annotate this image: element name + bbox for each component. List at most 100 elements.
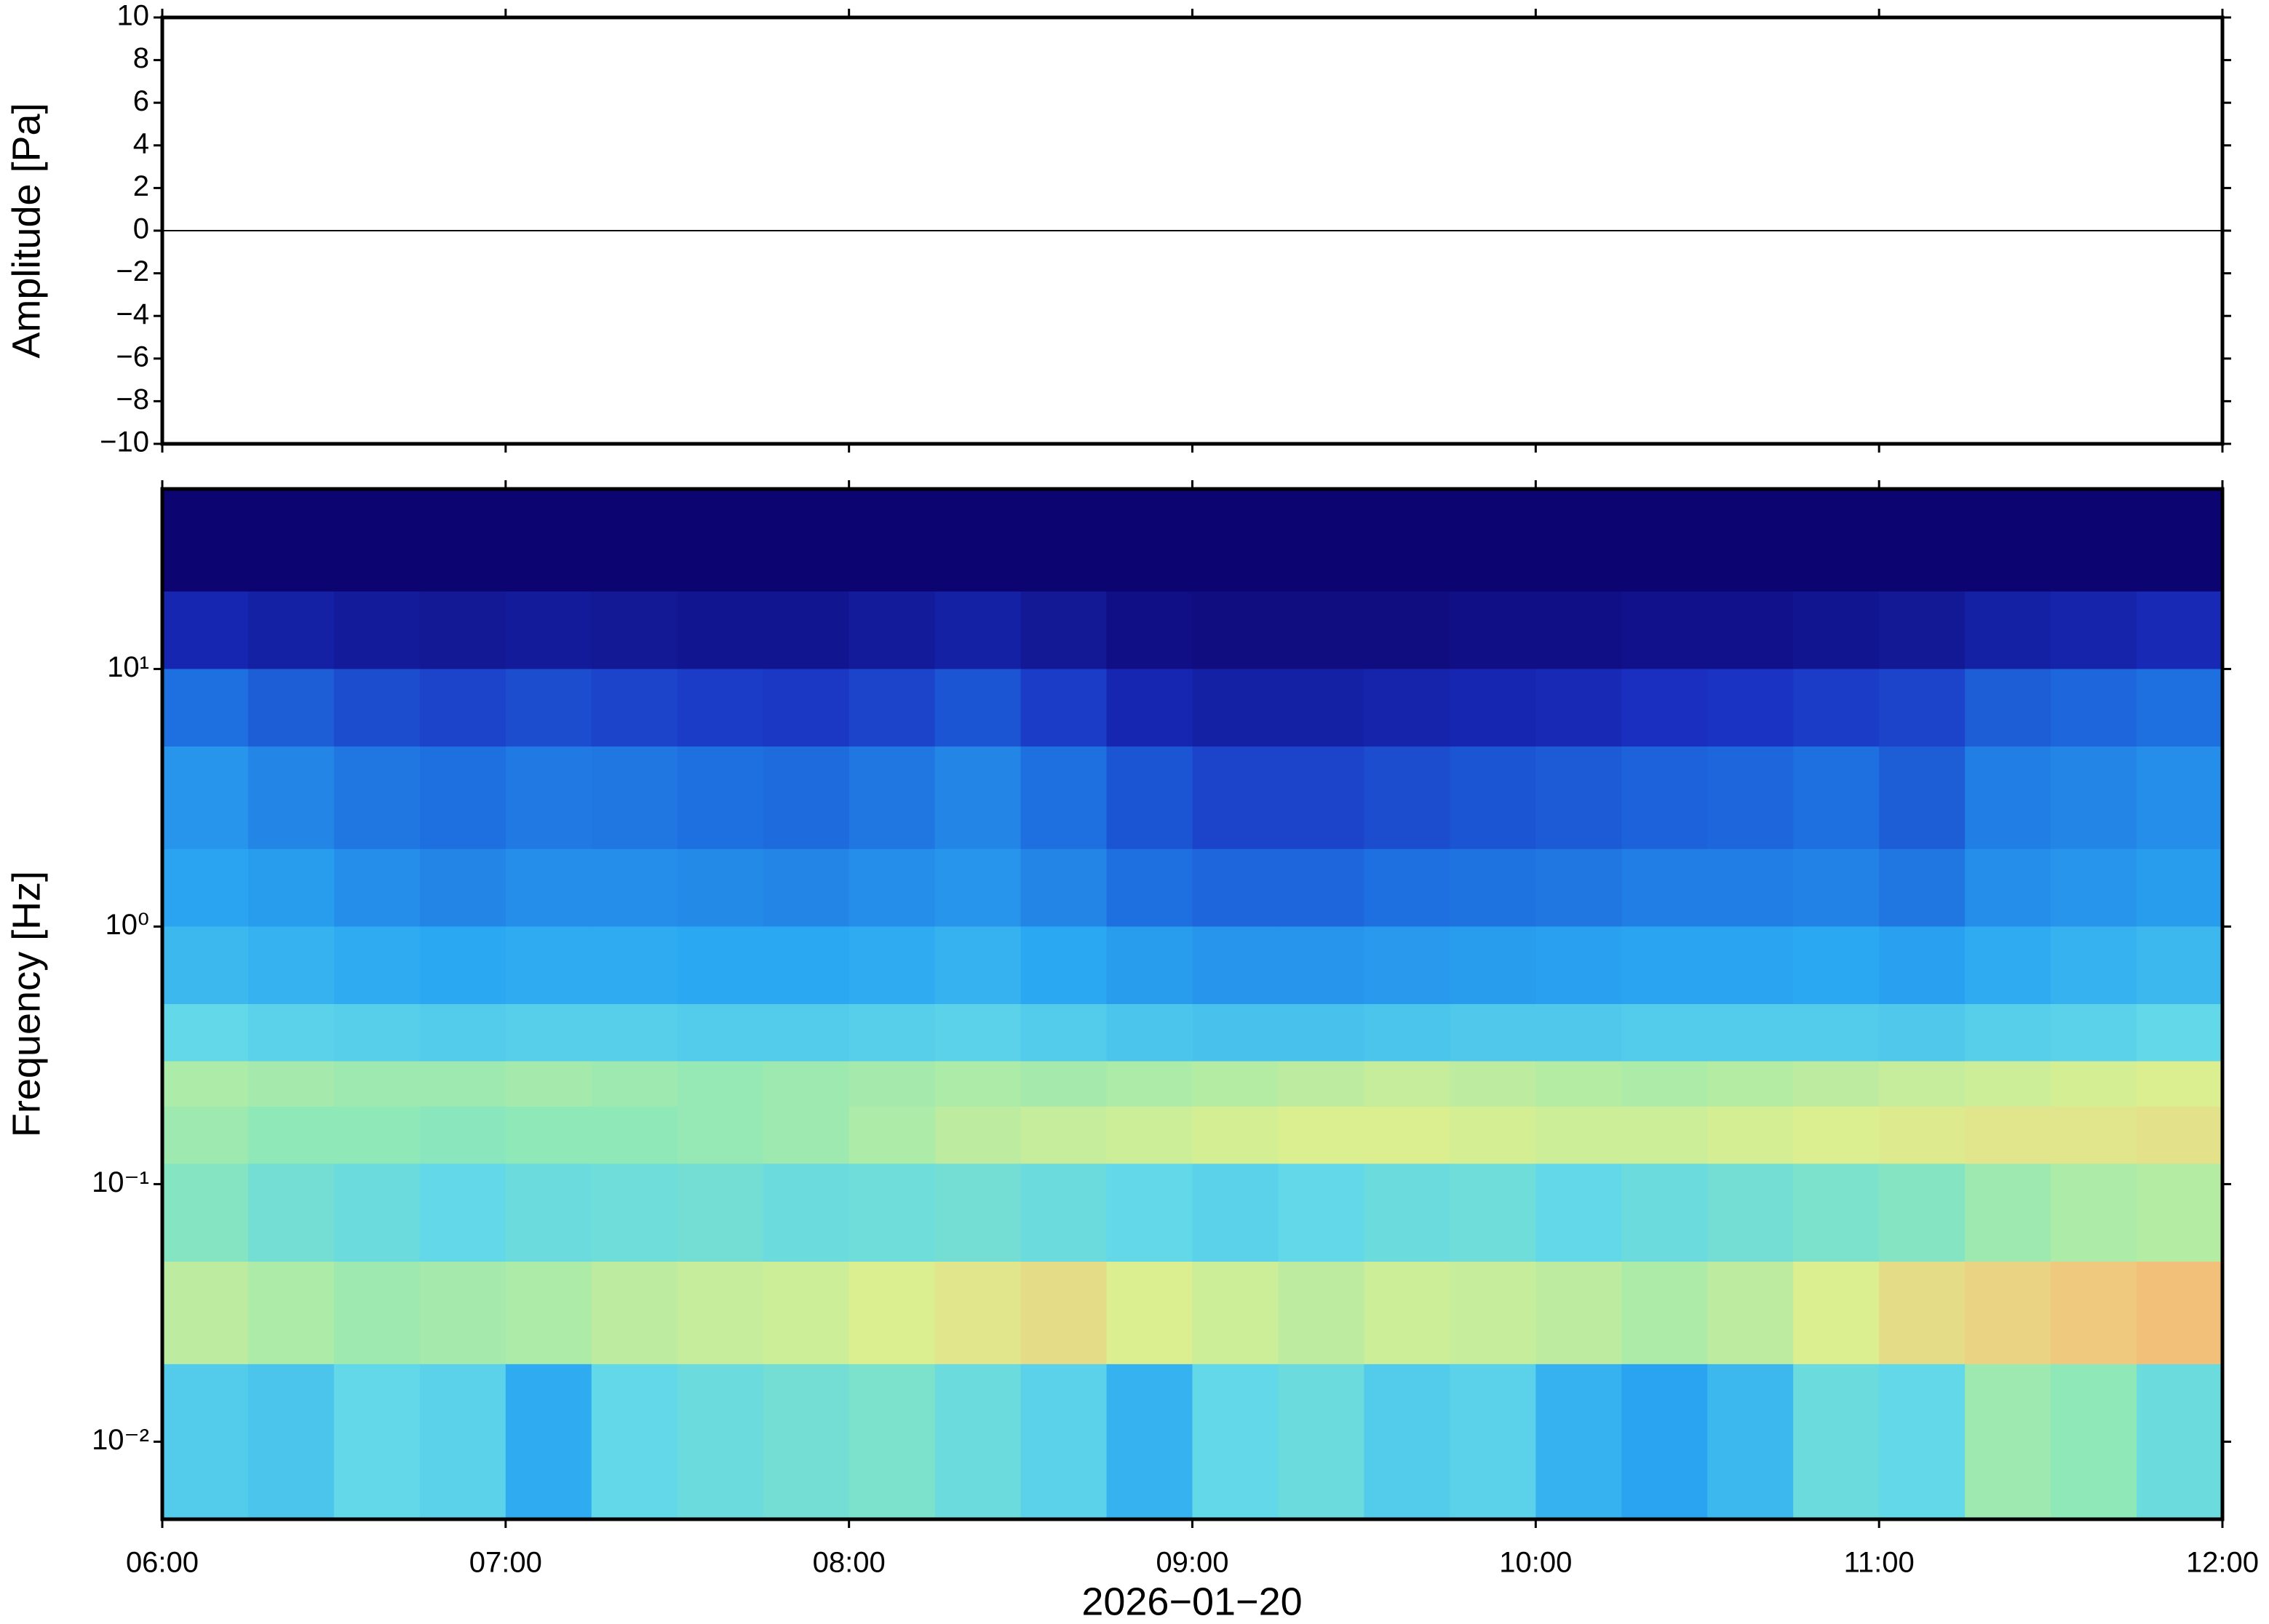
spectrogram-cell xyxy=(1020,1262,1108,1365)
spectrogram-cell xyxy=(1278,747,1364,850)
spectrogram-cell xyxy=(162,1004,249,1062)
spectrogram-cell xyxy=(1879,747,1966,850)
spectrogram-cell xyxy=(1707,1004,1794,1062)
spectrogram-cell xyxy=(1106,848,1193,927)
spectrogram-cell xyxy=(1106,747,1193,850)
spectrogram-cell xyxy=(505,669,592,747)
spectrogram-cell xyxy=(2051,489,2137,592)
spectrogram-cell xyxy=(1707,669,1794,747)
spectrogram-cell xyxy=(1278,669,1364,747)
spectrogram-cell xyxy=(1106,669,1193,747)
spectrogram-cell xyxy=(1278,1061,1364,1107)
spectrogram-cell xyxy=(1192,747,1279,850)
spectrogram-cell xyxy=(1364,1106,1450,1164)
spectrogram-cell xyxy=(591,1061,678,1107)
spectrogram-cell xyxy=(247,1004,335,1062)
spectrogram-cell xyxy=(1020,489,1108,592)
spectrogram-cell xyxy=(1965,1106,2051,1164)
spectrogram-cell xyxy=(1879,848,1966,927)
spectrogram-cell xyxy=(763,747,850,850)
spectrogram-cell xyxy=(1707,1262,1794,1365)
spectrogram-cell xyxy=(1450,669,1536,747)
spectrogram-cell xyxy=(333,669,421,747)
spectrogram-cell xyxy=(1450,591,1536,669)
spectrogram-cell xyxy=(419,1163,506,1262)
spectrogram-cell xyxy=(677,1364,764,1520)
spectrogram-cell xyxy=(934,1163,1022,1262)
spectrogram-cell xyxy=(505,489,592,592)
y-axis-label: Frequency [Hz] xyxy=(4,871,48,1137)
spectrogram-cell xyxy=(1621,1364,1708,1520)
spectrogram-cell xyxy=(1965,747,2051,850)
spectrogram-cell xyxy=(2137,591,2223,669)
spectrogram-cell xyxy=(1965,591,2051,669)
spectrogram-cell xyxy=(247,926,335,1005)
spectrogram-cell xyxy=(677,1061,764,1107)
spectrogram-cell xyxy=(419,1061,506,1107)
spectrogram-cell xyxy=(1450,747,1536,850)
x-tick-label: 12:00 xyxy=(2186,1547,2259,1579)
spectrogram-cell xyxy=(162,926,249,1005)
spectrogram-cell xyxy=(1621,669,1708,747)
spectrogram-cell xyxy=(1793,747,1880,850)
spectrogram-cell xyxy=(2137,1364,2223,1520)
spectrogram-cell xyxy=(247,1106,335,1164)
spectrogram-cell xyxy=(2051,848,2137,927)
spectrogram-cell xyxy=(1192,1061,1279,1107)
spectrogram-cell xyxy=(162,669,249,747)
spectrogram-cell xyxy=(1450,1364,1536,1520)
spectrogram-cell xyxy=(591,1004,678,1062)
spectrogram-cell xyxy=(1106,926,1193,1005)
spectrogram-cell xyxy=(333,1262,421,1365)
spectrogram-cell xyxy=(1879,1061,1966,1107)
spectrogram-cell xyxy=(1364,1364,1450,1520)
spectrogram-cell xyxy=(1278,1364,1364,1520)
spectrogram-cell xyxy=(2051,1163,2137,1262)
spectrogram-cell xyxy=(1192,1262,1279,1365)
spectrogram-cell xyxy=(1707,747,1794,850)
y-tick-label: 4 xyxy=(133,127,149,159)
spectrogram-cell xyxy=(934,848,1022,927)
spectrogram-cell xyxy=(1965,1163,2051,1262)
spectrogram-cell xyxy=(1020,1163,1108,1262)
spectrogram-cell xyxy=(505,1106,592,1164)
spectrogram-cell xyxy=(1192,489,1279,592)
spectrogram-cell xyxy=(2137,669,2223,747)
spectrogram-cell xyxy=(247,1163,335,1262)
spectrogram-cell xyxy=(1621,1004,1708,1062)
spectrogram-cell xyxy=(1278,1004,1364,1062)
spectrogram-cell xyxy=(2051,669,2137,747)
spectrogram-cell xyxy=(1621,1163,1708,1262)
spectrogram-cell xyxy=(591,848,678,927)
spectrogram-cell xyxy=(419,848,506,927)
spectrogram-cell xyxy=(2137,747,2223,850)
spectrogram-cell xyxy=(763,848,850,927)
spectrogram-cell xyxy=(1621,489,1708,592)
spectrogram-cell xyxy=(1793,1004,1880,1062)
y-tick-label: 10 xyxy=(117,0,150,32)
spectrogram-cell xyxy=(763,1262,850,1365)
spectrogram-cell xyxy=(419,669,506,747)
y-tick-label: 10⁻¹ xyxy=(92,1166,149,1198)
spectrogram-cell xyxy=(934,1061,1022,1107)
spectrogram-cell xyxy=(1278,1163,1364,1262)
spectrogram-cell xyxy=(505,848,592,927)
spectrogram-cell xyxy=(1535,1004,1622,1062)
spectrogram-cell xyxy=(1020,1364,1108,1520)
spectrogram-cell xyxy=(162,489,249,592)
spectrogram-cell xyxy=(677,1163,764,1262)
spectrogram-cell xyxy=(1535,1163,1622,1262)
spectrogram-cell xyxy=(2051,747,2137,850)
spectrogram-cell xyxy=(591,926,678,1005)
spectrogram-cell xyxy=(1965,1004,2051,1062)
spectrogram-cell xyxy=(763,926,850,1005)
spectrogram-cell xyxy=(1707,926,1794,1005)
spectrogram-cell xyxy=(419,747,506,850)
spectrogram-cell xyxy=(247,489,335,592)
spectrogram-cell xyxy=(849,1061,936,1107)
spectrogram-cell xyxy=(505,591,592,669)
spectrogram-cell xyxy=(1364,1163,1450,1262)
spectrogram-cell xyxy=(1192,669,1279,747)
spectrogram-cell xyxy=(2051,1106,2137,1164)
spectrogram-cell xyxy=(763,1004,850,1062)
